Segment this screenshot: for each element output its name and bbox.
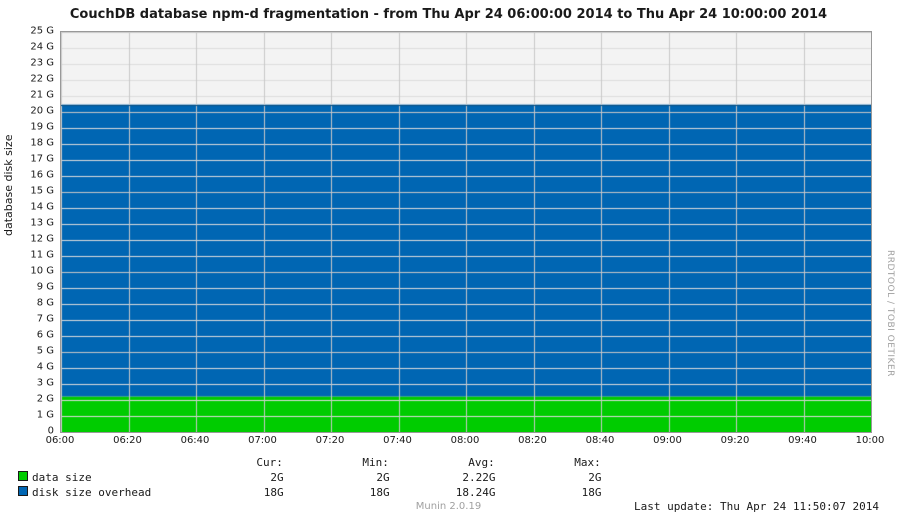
y-tick: 12 G — [30, 234, 54, 245]
y-tick: 14 G — [30, 202, 54, 213]
y-tick: 1 G — [37, 410, 54, 421]
y-tick: 8 G — [37, 298, 54, 309]
y-tick: 17 G — [30, 154, 54, 165]
x-tick: 09:20 — [721, 435, 750, 446]
legend-header-row: Cur: Min: Avg: Max: — [18, 455, 880, 470]
y-tick: 15 G — [30, 186, 54, 197]
legend-value: 18G — [284, 485, 390, 500]
x-tick-labels: 06:0006:2006:4007:0007:2007:4008:0008:20… — [60, 435, 870, 449]
y-tick: 9 G — [37, 282, 54, 293]
y-tick: 21 G — [30, 90, 54, 101]
plot-canvas — [60, 31, 872, 433]
x-tick: 09:00 — [653, 435, 682, 446]
legend-value: 2.22G — [390, 470, 496, 485]
y-tick: 22 G — [30, 74, 54, 85]
x-tick: 10:00 — [856, 435, 885, 446]
x-tick: 07:20 — [316, 435, 345, 446]
y-tick: 10 G — [30, 266, 54, 277]
legend: Cur: Min: Avg: Max: data size2G2G2.22G2G… — [18, 455, 880, 500]
legend-header-min: Min: — [283, 455, 389, 470]
legend-series-label: data size — [32, 470, 178, 485]
y-tick: 25 G — [30, 26, 54, 37]
x-tick: 08:20 — [518, 435, 547, 446]
x-tick: 07:00 — [248, 435, 277, 446]
plot-area — [60, 31, 872, 433]
legend-row: disk size overhead18G18G18.24G18G — [18, 485, 880, 500]
x-tick: 09:40 — [788, 435, 817, 446]
x-tick: 06:40 — [181, 435, 210, 446]
y-tick: 7 G — [37, 314, 54, 325]
legend-header-cur: Cur: — [177, 455, 283, 470]
y-tick: 4 G — [37, 362, 54, 373]
y-tick: 2 G — [37, 394, 54, 405]
y-tick: 11 G — [30, 250, 54, 261]
y-tick: 18 G — [30, 138, 54, 149]
y-tick: 16 G — [30, 170, 54, 181]
y-tick: 19 G — [30, 122, 54, 133]
x-tick: 08:40 — [586, 435, 615, 446]
legend-swatch — [18, 486, 28, 496]
legend-value: 18.24G — [390, 485, 496, 500]
x-tick: 06:00 — [46, 435, 75, 446]
chart-title: CouchDB database npm-d fragmentation - f… — [0, 7, 897, 22]
legend-header-avg: Avg: — [389, 455, 495, 470]
legend-series-label: disk size overhead — [32, 485, 178, 500]
legend-value: 2G — [496, 470, 602, 485]
y-tick-labels: 01 G2 G3 G4 G5 G6 G7 G8 G9 G10 G11 G12 G… — [0, 31, 56, 431]
y-tick: 23 G — [30, 58, 54, 69]
legend-value: 18G — [496, 485, 602, 500]
x-tick: 06:20 — [113, 435, 142, 446]
legend-value: 18G — [178, 485, 284, 500]
legend-value: 2G — [284, 470, 390, 485]
y-tick: 6 G — [37, 330, 54, 341]
x-tick: 08:00 — [451, 435, 480, 446]
legend-header-max: Max: — [495, 455, 601, 470]
y-tick: 24 G — [30, 42, 54, 53]
x-tick: 07:40 — [383, 435, 412, 446]
y-tick: 5 G — [37, 346, 54, 357]
legend-swatch — [18, 471, 28, 481]
footer-text: Munin 2.0.19 — [0, 501, 897, 512]
legend-row: data size2G2G2.22G2G — [18, 470, 880, 485]
legend-value: 2G — [178, 470, 284, 485]
y-tick: 13 G — [30, 218, 54, 229]
y-tick: 20 G — [30, 106, 54, 117]
watermark: RRDTOOL / TOBI OETIKER — [885, 250, 895, 377]
y-tick: 3 G — [37, 378, 54, 389]
